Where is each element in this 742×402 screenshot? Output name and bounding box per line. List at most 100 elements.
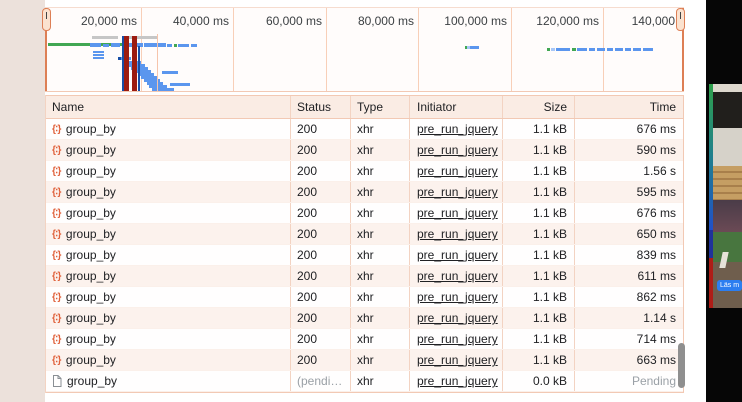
initiator-link[interactable]: pre_run_jquery — [417, 143, 498, 157]
overview-left-handle[interactable] — [42, 8, 51, 31]
page-thumbnail: Läs m — [709, 84, 742, 308]
table-row[interactable]: group_by (pendi… xhr pre_run_jquery 0.0 kB Pe… — [46, 371, 683, 392]
table-row[interactable]: {∶} group_by 200 xhr pre_run_jquery 1.1 kB 663… — [46, 350, 683, 371]
network-overview[interactable]: 20,000 ms 40,000 ms 60,000 ms 80,000 ms 100,… — [45, 7, 684, 92]
request-name: {∶} group_by — [46, 350, 290, 370]
initiator-link[interactable]: pre_run_jquery — [417, 227, 498, 241]
table-row[interactable]: {∶} group_by 200 xhr pre_run_jquery 1.1 kB 590… — [46, 140, 683, 161]
request-type: xhr — [350, 119, 409, 139]
request-status: 200 — [290, 140, 350, 160]
initiator-link[interactable]: pre_run_jquery — [417, 290, 498, 304]
request-status: 200 — [290, 119, 350, 139]
left-gutter — [0, 0, 45, 402]
request-time: 650 ms — [574, 224, 683, 244]
waterfall-bar — [93, 54, 104, 56]
initiator-link[interactable]: pre_run_jquery — [417, 311, 498, 325]
initiator-link[interactable]: pre_run_jquery — [417, 206, 498, 220]
table-row[interactable]: {∶} group_by 200 xhr pre_run_jquery 1.1 kB 839… — [46, 245, 683, 266]
request-time: 862 ms — [574, 287, 683, 307]
request-type: xhr — [350, 266, 409, 286]
initiator-link[interactable]: pre_run_jquery — [417, 248, 498, 262]
initiator-link[interactable]: pre_run_jquery — [417, 122, 498, 136]
thumbnail-tv-screen — [713, 92, 742, 128]
request-type: xhr — [350, 287, 409, 307]
initiator-link[interactable]: pre_run_jquery — [417, 332, 498, 346]
table-row[interactable]: {∶} group_by 200 xhr pre_run_jquery 1.1 kB 714… — [46, 329, 683, 350]
table-row[interactable]: {∶} group_by 200 xhr pre_run_jquery 1.1 kB 1.1… — [46, 308, 683, 329]
xhr-icon: {∶} — [52, 144, 61, 156]
initiator-link[interactable]: pre_run_jquery — [417, 353, 498, 367]
request-size: 1.1 kB — [502, 224, 574, 244]
handle-grip-icon — [680, 12, 681, 19]
request-name-label: group_by — [65, 290, 116, 304]
table-row[interactable]: {∶} group_by 200 xhr pre_run_jquery 1.1 kB 676… — [46, 119, 683, 140]
thumbnail-wall-top — [713, 84, 742, 92]
request-status: 200 — [290, 308, 350, 328]
thumbnail-scene-top — [713, 200, 742, 232]
waterfall-bar — [122, 36, 124, 91]
selection-right-edge[interactable] — [682, 8, 684, 91]
waterfall-bar — [132, 36, 137, 91]
waterfall-bar — [174, 44, 177, 47]
waterfall-bar — [589, 48, 595, 51]
column-header-name[interactable]: Name — [52, 100, 85, 114]
request-name: {∶} group_by — [46, 224, 290, 244]
request-name-label: group_by — [65, 122, 116, 136]
waterfall-bar — [48, 43, 124, 46]
column-header-initiator[interactable]: Initiator — [409, 96, 502, 118]
request-initiator: pre_run_jquery — [409, 161, 502, 181]
request-initiator: pre_run_jquery — [409, 329, 502, 349]
initiator-link[interactable]: pre_run_jquery — [417, 374, 498, 388]
column-header-status[interactable]: Status — [290, 96, 350, 118]
table-row[interactable]: {∶} group_by 200 xhr pre_run_jquery 1.1 kB 595… — [46, 182, 683, 203]
xhr-icon: {∶} — [52, 354, 61, 366]
waterfall-bar — [465, 46, 467, 49]
waterfall-bar — [167, 44, 172, 47]
request-type: xhr — [350, 161, 409, 181]
waterfall-bar — [92, 36, 118, 39]
table-row[interactable]: {∶} group_by 200 xhr pre_run_jquery 1.1 kB 862… — [46, 287, 683, 308]
request-name: {∶} group_by — [46, 308, 290, 328]
table-row[interactable]: {∶} group_by 200 xhr pre_run_jquery 1.1 kB 611… — [46, 266, 683, 287]
initiator-link[interactable]: pre_run_jquery — [417, 269, 498, 283]
request-size: 1.1 kB — [502, 245, 574, 265]
initiator-link[interactable]: pre_run_jquery — [417, 164, 498, 178]
waterfall-bar — [152, 88, 174, 91]
request-status: 200 — [290, 161, 350, 181]
request-initiator: pre_run_jquery — [409, 287, 502, 307]
request-name: {∶} group_by — [46, 329, 290, 349]
xhr-icon: {∶} — [52, 228, 61, 240]
thumbnail-edge-red — [709, 258, 713, 308]
overview-right-handle[interactable] — [676, 8, 685, 31]
waterfall-bar — [162, 71, 178, 74]
vertical-scrollbar-thumb[interactable] — [678, 343, 685, 388]
waterfall-bar — [572, 48, 576, 51]
request-time: 1.14 s — [574, 308, 683, 328]
request-size: 1.1 kB — [502, 350, 574, 370]
request-size: 1.1 kB — [502, 161, 574, 181]
read-more-button[interactable]: Läs m — [717, 280, 742, 291]
request-type: xhr — [350, 308, 409, 328]
column-header-type[interactable]: Type — [350, 96, 409, 118]
table-row[interactable]: {∶} group_by 200 xhr pre_run_jquery 1.1 kB 1.5… — [46, 161, 683, 182]
request-size: 1.1 kB — [502, 140, 574, 160]
selection-left-edge[interactable] — [45, 8, 47, 91]
request-size: 1.1 kB — [502, 182, 574, 202]
waterfall-bar — [149, 85, 167, 88]
column-header-size[interactable]: Size — [502, 96, 574, 118]
waterfall-bar — [144, 79, 160, 82]
request-size: 1.1 kB — [502, 203, 574, 223]
request-initiator: pre_run_jquery — [409, 224, 502, 244]
request-name-label: group_by — [65, 269, 116, 283]
initiator-link[interactable]: pre_run_jquery — [417, 185, 498, 199]
request-name-label: group_by — [65, 332, 116, 346]
table-row[interactable]: {∶} group_by 200 xhr pre_run_jquery 1.1 kB 676… — [46, 203, 683, 224]
xhr-icon: {∶} — [52, 312, 61, 324]
xhr-icon: {∶} — [52, 333, 61, 345]
request-type: xhr — [350, 245, 409, 265]
timeline-gridline — [141, 8, 142, 91]
column-header-time[interactable]: Time — [574, 96, 683, 118]
table-row[interactable]: {∶} group_by 200 xhr pre_run_jquery 1.1 kB 650… — [46, 224, 683, 245]
request-time: 595 ms — [574, 182, 683, 202]
